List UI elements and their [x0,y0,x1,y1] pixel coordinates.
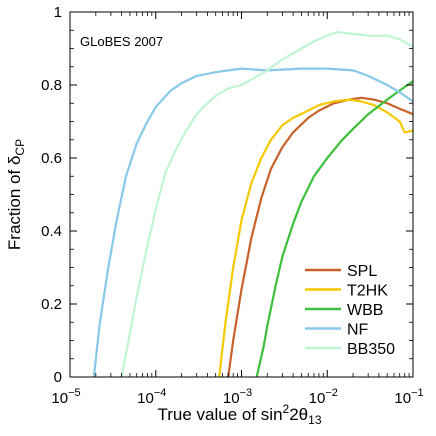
annotation-text: GLoBES 2007 [80,34,163,49]
series-line-spl [227,96,413,377]
x-axis-label: True value of sin22θ13 [157,402,321,427]
series-line-t2hk [218,98,413,377]
legend-label-spl: SPL [347,263,377,280]
y-tick-label: 0.6 [41,150,62,167]
x-tick-label: 10−5 [51,387,80,407]
legend-label-bb350: BB350 [347,341,395,358]
ticks-layer: 10−5 10−4 10−3 10−2 10−1 0 0.2 0.4 0.6 0.8 1 [41,4,423,407]
series-line-nf [92,67,413,377]
legend-label-t2hk: T2HK [347,283,388,300]
y-tick-label: 0 [54,369,62,386]
series-layer [92,30,413,377]
series-line-bb350 [120,30,413,377]
x-tick-label: 10−1 [394,387,423,407]
y-tick-label: 0.8 [41,77,62,94]
legend: SPL T2HK WBB NF BB350 [305,263,395,358]
x-tick-label: 10−4 [137,387,166,407]
y-tick-label: 0.4 [41,223,62,240]
y-tick-label: 0.2 [41,296,62,313]
x-tick-label: 10−3 [223,387,252,407]
y-axis-label: Fraction of δCP [5,139,27,250]
legend-label-nf: NF [347,322,369,339]
series-line-wbb [255,80,413,377]
x-tick-label: 10−2 [309,387,338,407]
y-tick-label: 1 [54,4,62,21]
legend-label-wbb: WBB [347,302,383,319]
